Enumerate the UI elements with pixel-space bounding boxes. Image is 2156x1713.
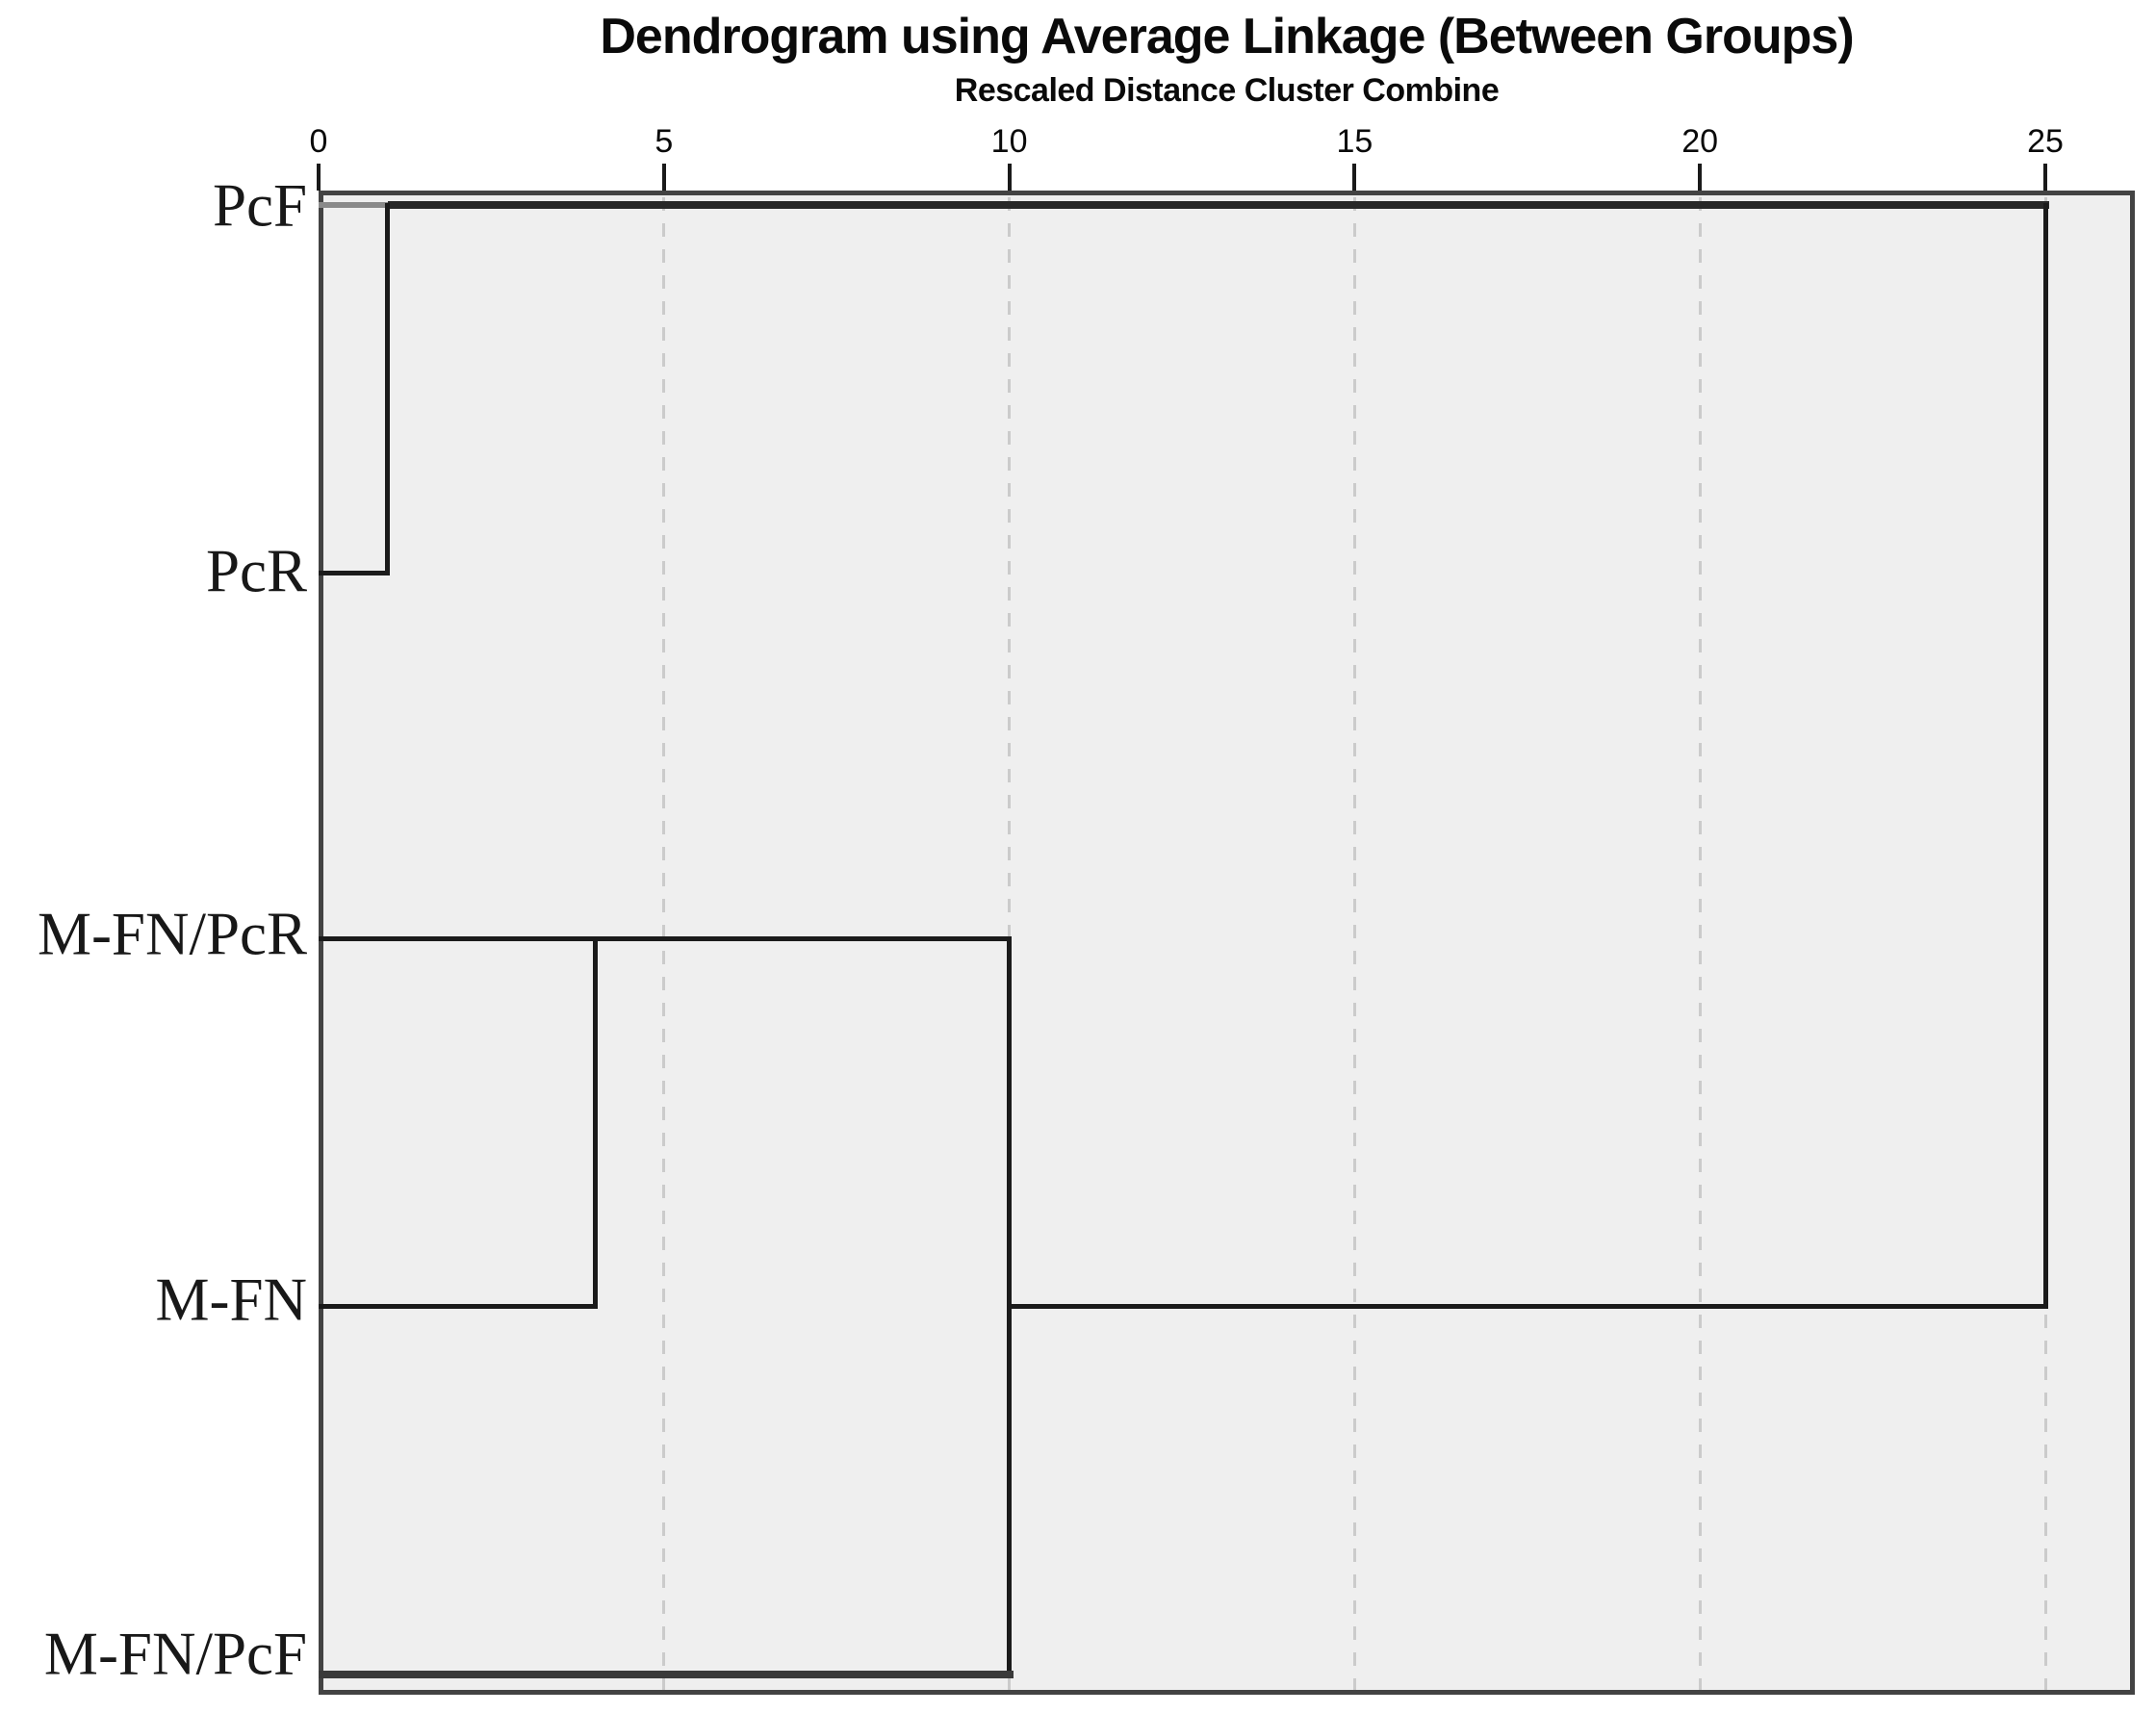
- dendrogram-segment-h-8: [1009, 1303, 2048, 1309]
- leaf-label-pcr: PcR: [205, 537, 307, 605]
- x-axis-tick-label-0: 0: [309, 123, 328, 160]
- x-axis-tick-10: [1007, 164, 1012, 191]
- x-axis-tick-label-15: 15: [1336, 123, 1373, 160]
- dendrogram-segment-h-1: [387, 201, 2049, 209]
- dendrogram-segment-h-6: [319, 1303, 598, 1309]
- dendrogram-segment-v-10: [2042, 202, 2048, 1309]
- chart-subtitle: Rescaled Distance Cluster Combine: [954, 72, 1500, 109]
- dendrogram-segment-h-3: [319, 570, 391, 575]
- x-axis-tick-0: [317, 164, 321, 191]
- gridline-15: [1352, 197, 1356, 1690]
- x-axis-tick-25: [2043, 164, 2047, 191]
- x-axis-tick-5: [661, 164, 666, 191]
- chart-title: Dendrogram using Average Linkage (Betwee…: [600, 9, 1854, 64]
- plot-area: [319, 191, 2135, 1695]
- leaf-label-m-fn-pcf: M-FN/PcF: [43, 1620, 307, 1688]
- dendrogram-segment-h-9: [319, 1671, 1014, 1678]
- x-axis-tick-15: [1352, 164, 1357, 191]
- gridline-20: [1698, 197, 1702, 1690]
- leaf-label-m-fn: M-FN: [155, 1266, 307, 1334]
- x-axis-tick-label-20: 20: [1681, 123, 1719, 160]
- x-axis-tick-label-5: 5: [654, 123, 674, 160]
- leaf-label-pcf: PcF: [212, 171, 307, 240]
- dendrogram-segment-v-2: [385, 202, 391, 575]
- x-axis-tick-20: [1698, 164, 1703, 191]
- x-axis-tick-label-10: 10: [990, 123, 1028, 160]
- dendrogram-segment-h-0: [319, 202, 391, 208]
- gridline-5: [662, 197, 666, 1690]
- dendrogram-segment-h-4: [319, 935, 1013, 941]
- dendrogram-segment-v-5: [592, 935, 598, 1309]
- x-axis-tick-label-25: 25: [2027, 123, 2064, 160]
- leaf-label-m-fn-pcr: M-FN/PcR: [37, 900, 307, 968]
